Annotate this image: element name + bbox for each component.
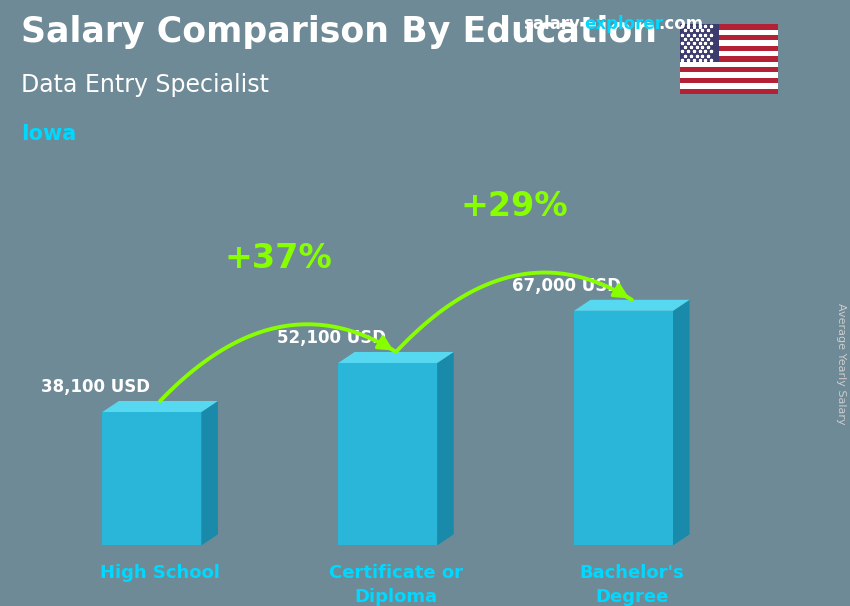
- Bar: [680, 56, 778, 62]
- Bar: [680, 41, 778, 45]
- Polygon shape: [437, 352, 454, 545]
- Polygon shape: [673, 300, 689, 545]
- Text: Bachelor's
Degree: Bachelor's Degree: [580, 564, 684, 606]
- Polygon shape: [102, 401, 218, 412]
- Bar: [680, 45, 778, 51]
- Bar: [680, 67, 778, 73]
- Text: Certificate or
Diploma: Certificate or Diploma: [329, 564, 463, 606]
- Bar: [680, 24, 778, 30]
- Text: Average Yearly Salary: Average Yearly Salary: [836, 303, 846, 424]
- Polygon shape: [201, 401, 218, 545]
- Text: High School: High School: [100, 564, 220, 582]
- Bar: [680, 35, 778, 41]
- Text: 38,100 USD: 38,100 USD: [41, 378, 150, 396]
- Bar: [680, 30, 778, 35]
- Bar: [680, 24, 719, 62]
- Text: 67,000 USD: 67,000 USD: [513, 277, 621, 295]
- Text: .com: .com: [659, 15, 704, 33]
- Text: 52,100 USD: 52,100 USD: [276, 329, 386, 347]
- Text: explorer: explorer: [584, 15, 663, 33]
- Text: +29%: +29%: [460, 190, 568, 223]
- Polygon shape: [338, 363, 437, 545]
- Polygon shape: [574, 300, 689, 311]
- Bar: [680, 78, 778, 83]
- Bar: [680, 51, 778, 56]
- Text: salary: salary: [523, 15, 580, 33]
- Polygon shape: [102, 412, 201, 545]
- Text: Data Entry Specialist: Data Entry Specialist: [21, 73, 269, 97]
- Bar: [680, 73, 778, 78]
- Polygon shape: [574, 311, 673, 545]
- Text: +37%: +37%: [224, 242, 332, 275]
- Polygon shape: [338, 352, 454, 363]
- Text: Salary Comparison By Education: Salary Comparison By Education: [21, 15, 657, 49]
- Bar: [680, 83, 778, 88]
- Bar: [680, 62, 778, 67]
- Bar: [680, 88, 778, 94]
- Text: Iowa: Iowa: [21, 124, 76, 144]
